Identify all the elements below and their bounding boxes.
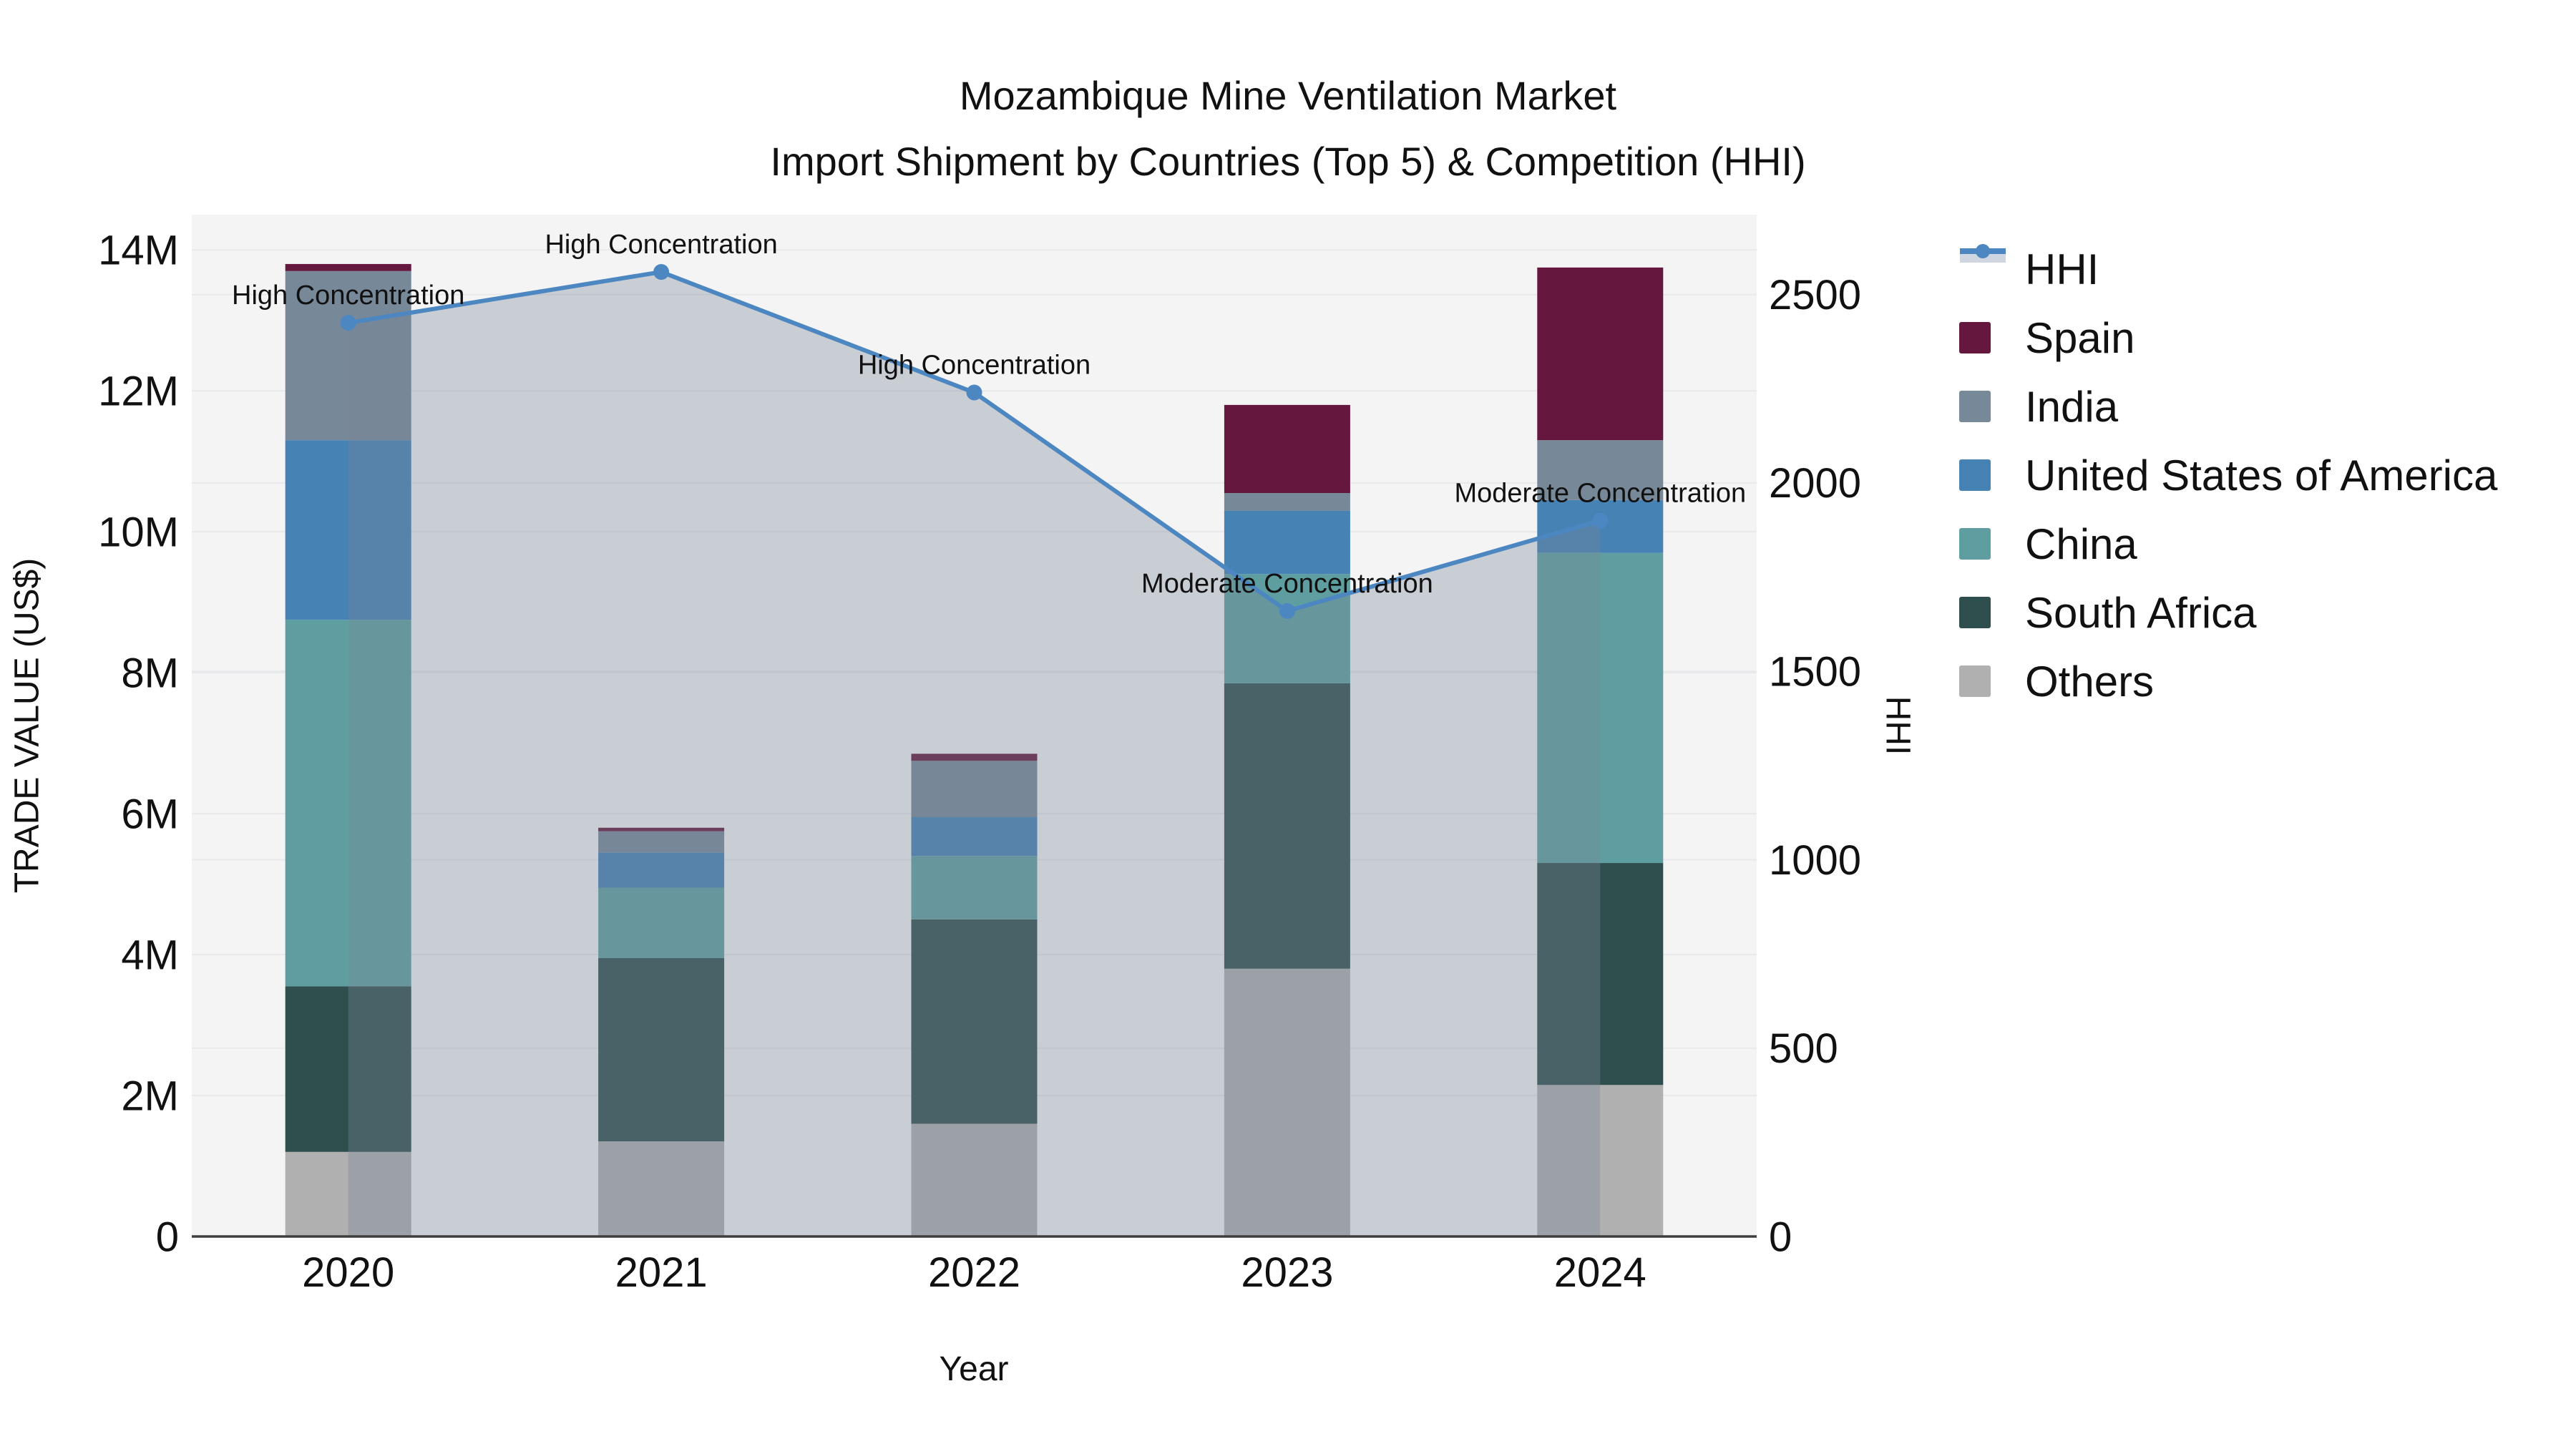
bar-segment-china-2021 [598, 887, 725, 958]
bar-segment-india-2021 [598, 831, 725, 853]
legend-swatch-icon [1959, 391, 2006, 422]
legend-item-others[interactable]: Others [1959, 647, 2497, 716]
legend-swatch-spain [1959, 322, 1991, 353]
legend-label: China [2025, 519, 2137, 568]
legend-item-spain[interactable]: Spain [1959, 303, 2497, 372]
legend-swatch-icon [1959, 459, 2006, 491]
bar-segment-south-africa-2021 [598, 957, 725, 1142]
y-right-tick-1500: 1500 [1769, 648, 1861, 695]
bar-segment-others-2024 [1537, 1085, 1664, 1236]
bar-segment-china-2022 [911, 856, 1038, 919]
y-left-tick-4M: 4M [121, 932, 179, 978]
annotation-2021: High Concentration [545, 230, 777, 260]
legend-swatch-india [1959, 391, 1991, 422]
y-left-tick-2M: 2M [121, 1073, 179, 1119]
legend-label: United States of America [2025, 451, 2498, 499]
x-axis-title: Year [939, 1350, 1009, 1388]
legend-swatch-icon [1959, 322, 2006, 353]
hhi-marker-2020 [340, 315, 356, 331]
y-axis-title-left: TRADE VALUE (US$) [8, 557, 47, 894]
hhi-marker-2022 [966, 384, 982, 401]
legend-swatch-south-africa [1959, 597, 1991, 628]
bar-segment-spain-2020 [285, 263, 411, 271]
legend-item-south-africa[interactable]: South Africa [1959, 578, 2497, 647]
bar-segment-others-2022 [911, 1123, 1038, 1236]
bar-segment-spain-2021 [598, 827, 725, 831]
legend-swatch-others [1959, 665, 1991, 697]
annotation-2024: Moderate Concentration [1454, 479, 1746, 509]
x-tick-2022: 2022 [928, 1249, 1020, 1296]
bar-segment-china-2020 [285, 620, 411, 987]
legend-swatch-china [1959, 528, 1991, 560]
y-right-tick-2500: 2500 [1769, 272, 1861, 318]
bar-segment-south-africa-2024 [1537, 863, 1664, 1085]
x-tick-2021: 2021 [615, 1249, 708, 1296]
x-tick-2020: 2020 [302, 1249, 394, 1296]
x-tick-2023: 2023 [1241, 1249, 1333, 1296]
annotation-2023: Moderate Concentration [1141, 569, 1433, 599]
bar-segment-india-2024 [1537, 440, 1664, 500]
bar-segment-others-2020 [285, 1151, 411, 1236]
legend: HHI Spain India United States of America Chi… [1959, 235, 2497, 716]
legend-swatch-icon [1959, 665, 2006, 697]
bar-segment-others-2021 [598, 1141, 725, 1236]
annotation-2022: High Concentration [858, 351, 1091, 381]
legend-label: HHI [2025, 245, 2099, 293]
bar-segment-united-states-of-america-2023 [1224, 510, 1350, 575]
y-left-tick-8M: 8M [121, 650, 179, 696]
y-right-tick-500: 500 [1769, 1025, 1838, 1072]
legend-item-hhi[interactable]: HHI [1959, 235, 2497, 303]
legend-item-india[interactable]: India [1959, 372, 2497, 441]
bar-segment-india-2022 [911, 761, 1038, 818]
legend-label: India [2025, 382, 2119, 431]
y-right-tick-2000: 2000 [1769, 460, 1861, 507]
y-left-tick-6M: 6M [121, 791, 179, 837]
y-left-tick-12M: 12M [98, 369, 179, 415]
y-left-tick-10M: 10M [98, 509, 179, 555]
bar-segment-south-africa-2022 [911, 919, 1038, 1124]
y-right-tick-1000: 1000 [1769, 837, 1861, 884]
bar-segment-spain-2023 [1224, 404, 1350, 494]
y-right-tick-0: 0 [1769, 1214, 1792, 1260]
bar-segment-others-2023 [1224, 968, 1350, 1236]
legend-item-united-states-of-america[interactable]: United States of America [1959, 441, 2497, 509]
bar-segment-united-states-of-america-2021 [598, 852, 725, 888]
y-left-tick-0: 0 [156, 1214, 179, 1260]
bar-segment-spain-2022 [911, 753, 1038, 761]
legend-label: Spain [2025, 313, 2135, 362]
legend-swatch-united-states-of-america [1959, 459, 1991, 491]
y-left-tick-14M: 14M [98, 228, 179, 274]
bar-segment-united-states-of-america-2022 [911, 817, 1038, 857]
bar-segment-china-2023 [1224, 574, 1350, 683]
bar-segment-south-africa-2020 [285, 986, 411, 1152]
hhi-marker-2021 [653, 264, 670, 280]
legend-swatch-icon [1959, 597, 2006, 628]
legend-label: South Africa [2025, 588, 2257, 637]
y-axis-title-right: HHI [1878, 696, 1917, 756]
bar-segment-china-2024 [1537, 552, 1664, 864]
annotation-2020: High Concentration [232, 280, 464, 311]
legend-label: Others [2025, 657, 2155, 706]
chart-title-line2: Import Shipment by Countries (Top 5) & C… [770, 139, 1806, 184]
hhi-marker-2024 [1592, 512, 1609, 529]
x-tick-2024: 2024 [1554, 1249, 1646, 1296]
bar-segment-spain-2024 [1537, 267, 1664, 441]
bar-segment-south-africa-2023 [1224, 683, 1350, 969]
hhi-area-fill [348, 272, 1601, 1236]
chart-title-line1: Mozambique Mine Ventilation Market [959, 73, 1617, 118]
chart-title: Mozambique Mine Ventilation Market Impor… [770, 63, 1805, 195]
bar-segment-india-2023 [1224, 493, 1350, 511]
legend-item-china[interactable]: China [1959, 509, 2497, 578]
bar-segment-india-2020 [285, 270, 411, 441]
hhi-marker-2023 [1279, 602, 1295, 619]
bar-segment-united-states-of-america-2020 [285, 440, 411, 620]
legend-swatch-icon [1959, 528, 2006, 560]
